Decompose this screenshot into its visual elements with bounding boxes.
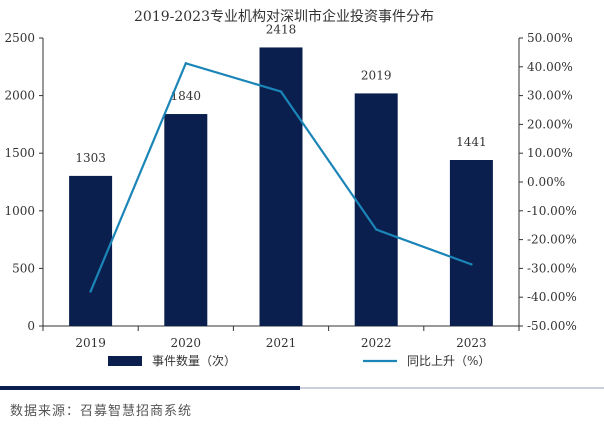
y-right-tick-label: -30.00%: [527, 261, 577, 275]
line-point-2020: [184, 62, 187, 65]
legend: 事件数量（次） 同比上升（%）: [108, 353, 490, 368]
y-left-tick-label: 1000: [4, 204, 35, 218]
bar-data-labels: 1303 1840 2418 2019 1441: [75, 22, 486, 164]
axes: 0 500 1000 1500 2000 2500 -50.00% -40.00% -30.00…: [4, 31, 576, 350]
y-left-tick-label: 2500: [4, 31, 35, 45]
x-tick-label: 2019: [75, 336, 106, 350]
y-left-tick-label: 2000: [4, 89, 35, 103]
bar-2020: [164, 114, 208, 326]
line-point-2022: [375, 228, 378, 231]
y-right-tick-label: 20.00%: [527, 117, 573, 131]
footer-divider-light: [300, 387, 604, 389]
y-right-tick-label: 30.00%: [527, 89, 573, 103]
legend-line-label: 同比上升（%）: [407, 354, 490, 368]
line-point-2019: [89, 290, 92, 293]
bar-2021: [259, 47, 303, 326]
y-right-tick-label: -10.00%: [527, 204, 577, 218]
x-tick-label: 2021: [266, 336, 297, 350]
line-point-2021: [279, 90, 283, 93]
legend-bar-label: 事件数量（次）: [152, 353, 236, 368]
footer-divider-dark: [0, 386, 300, 390]
bar-label-2020: 1840: [171, 89, 202, 103]
x-tick-label: 2023: [456, 336, 487, 350]
bar-label-2022: 2019: [361, 68, 392, 82]
y-right-tick-label: -50.00%: [527, 319, 577, 333]
y-right-tick-label: 40.00%: [527, 60, 573, 74]
y-left-tick-label: 500: [12, 261, 35, 275]
bar-2023: [449, 159, 493, 326]
y-right-tick-label: 0.00%: [527, 175, 565, 189]
chart-title: 2019-2023专业机构对深圳市企业投资事件分布: [134, 8, 434, 25]
legend-bar-swatch: [108, 356, 142, 366]
y-right-tick-label: 10.00%: [527, 146, 573, 160]
y-right-tick-label: 50.00%: [527, 31, 573, 45]
combo-chart: 2019-2023专业机构对深圳市企业投资事件分布 0 500 1000 1500 20…: [4, 8, 576, 368]
bar-series: [69, 47, 493, 327]
bar-label-2023: 1441: [456, 135, 487, 149]
bar-label-2021: 2418: [266, 22, 297, 36]
bar-label-2019: 1303: [75, 151, 106, 165]
y-left-tick-label: 1500: [4, 146, 35, 160]
bar-2019: [69, 175, 113, 326]
y-right-tick-label: -20.00%: [527, 233, 577, 247]
line-series: [89, 62, 473, 293]
x-tick-label: 2020: [171, 336, 202, 350]
y-right-tick-label: -40.00%: [527, 290, 577, 304]
bar-2022: [354, 93, 398, 327]
x-tick-label: 2022: [361, 336, 392, 350]
line-point-2023: [470, 263, 473, 266]
data-source: 数据来源：召募智慧招商系统: [10, 404, 193, 419]
y-left-tick-label: 0: [27, 319, 35, 333]
